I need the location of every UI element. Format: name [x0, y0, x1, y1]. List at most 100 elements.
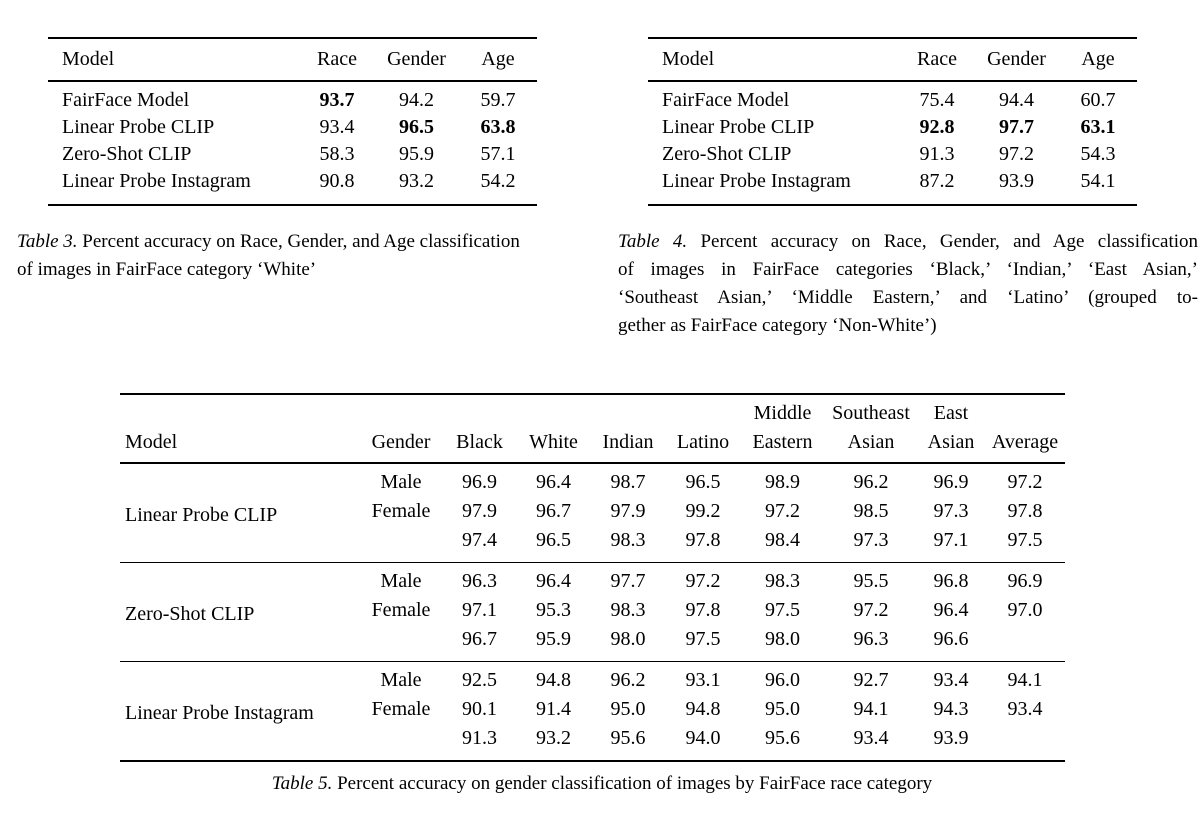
column-header-model: Model: [648, 38, 900, 82]
cell: 93.2: [399, 170, 434, 192]
column-header-model: Model: [48, 38, 300, 82]
cell: 91.3: [462, 727, 497, 749]
cell: 94.8: [536, 669, 571, 691]
table-row: Linear Probe Instagram Male 92.5 94.8 96.…: [120, 662, 1065, 724]
table-row: 97.4 96.5 98.3 97.8 98.4 97.3 97.1 97.5: [120, 526, 1065, 563]
table-row: Linear Probe CLIP Male 96.9 96.4 98.7 96.…: [120, 463, 1065, 526]
column-header-middle-eastern: Middle Eastern: [740, 394, 825, 464]
cell: 95.0: [765, 698, 800, 720]
cell: 90.1: [462, 698, 497, 720]
cell: 96.0: [765, 669, 800, 691]
caption-line: Table 3. Percent accuracy on Race, Gende…: [17, 228, 557, 256]
cell: 97.2: [853, 599, 889, 621]
cell: 94.4: [999, 89, 1034, 111]
gender-label: Male: [380, 669, 422, 691]
gender-label: [360, 526, 442, 563]
column-header-latino: Latino: [666, 394, 740, 464]
cell: 95.6: [610, 727, 646, 749]
table-row: FairFace Model 75.4 94.4 60.7: [648, 81, 1137, 114]
cell: 93.2: [536, 727, 571, 749]
cell: 60.7: [1080, 89, 1116, 111]
cell: 98.9: [765, 471, 800, 493]
table-row: Zero-Shot CLIP 91.3 97.2 54.3: [648, 141, 1137, 168]
cell: [985, 625, 1065, 662]
caption-line: Table 4. Percent accuracy on Race, Gende…: [618, 228, 1198, 256]
cell: 96.4: [536, 570, 571, 592]
table-row: Zero-Shot CLIP Male 96.3 96.4 97.7 97.2 9…: [120, 563, 1065, 625]
model-name: Linear Probe Instagram: [125, 701, 314, 724]
cell: 97.5: [685, 628, 721, 650]
cell: 95.6: [765, 727, 800, 749]
cell: 97.8: [685, 529, 721, 551]
column-header-age: Age: [459, 38, 537, 82]
cell: 54.1: [1080, 170, 1116, 192]
table-row: Linear Probe CLIP 93.4 96.5 63.8: [48, 114, 537, 141]
cell: 96.5: [399, 116, 434, 138]
table-5: Model Gender Black White Indian Latino M…: [120, 393, 1065, 762]
caption-label: Table 5.: [271, 773, 333, 794]
cell: 93.4: [853, 727, 889, 749]
cell: 96.4: [536, 471, 571, 493]
model-name: FairFace Model: [662, 89, 790, 111]
cell: 93.9: [999, 170, 1034, 192]
cell: 91.4: [536, 698, 571, 720]
cell: 92.7: [853, 669, 889, 691]
cell: 97.2: [685, 570, 721, 592]
table-row: Linear Probe Instagram 90.8 93.2 54.2: [48, 168, 537, 205]
cell: 97.4: [462, 529, 497, 551]
column-header-black: Black: [442, 394, 517, 464]
cell: 97.8: [685, 599, 721, 621]
cell: 97.2: [999, 143, 1034, 165]
column-header-east-asian: East Asian: [917, 394, 985, 464]
table-row: Linear Probe Instagram 87.2 93.9 54.1: [648, 168, 1137, 205]
table-row: 91.3 93.2 95.6 94.0 95.6 93.4 93.9: [120, 724, 1065, 761]
column-header-gender: Gender: [374, 38, 459, 82]
cell: 96.8: [933, 570, 969, 592]
cell: 98.4: [765, 529, 800, 551]
column-header-model: Model: [120, 394, 360, 464]
cell: 97.3: [853, 529, 889, 551]
model-name: FairFace Model: [62, 89, 190, 111]
cell: 90.8: [319, 170, 355, 192]
table-5-header-row: Model Gender Black White Indian Latino M…: [120, 394, 1065, 464]
cell: 91.3: [919, 143, 955, 165]
cell: 63.8: [480, 116, 516, 138]
caption-label: Table 3.: [17, 231, 78, 252]
cell: 97.9: [610, 500, 646, 522]
cell: 97.5: [765, 599, 800, 621]
cell: 93.4: [319, 116, 355, 138]
cell: 96.6: [933, 628, 969, 650]
cell: 97.2: [1007, 471, 1043, 493]
cell: 54.2: [480, 170, 516, 192]
caption-line: of images in FairFace categories ‘Black,…: [618, 259, 1198, 280]
gender-label: Male: [380, 471, 422, 493]
cell: 93.1: [685, 669, 721, 691]
cell: 97.1: [933, 529, 969, 551]
table-row: 96.7 95.9 98.0 97.5 98.0 96.3 96.6: [120, 625, 1065, 662]
cell: 93.7: [319, 89, 355, 111]
model-name: Linear Probe Instagram: [662, 170, 851, 192]
cell: 98.0: [765, 628, 800, 650]
cell: 99.2: [685, 500, 721, 522]
cell: 63.1: [1080, 116, 1116, 138]
cell: 98.3: [610, 599, 646, 621]
table-3-header-row: Model Race Gender Age: [48, 38, 537, 82]
cell: 97.8: [1007, 500, 1043, 522]
column-header-gender: Gender: [360, 394, 442, 464]
cell: 93.9: [933, 727, 969, 749]
cell: 58.3: [319, 143, 355, 165]
cell: 94.2: [399, 89, 434, 111]
group-zero-shot-clip: Zero-Shot CLIP Male 96.3 96.4 97.7 97.2 9…: [120, 562, 1065, 662]
model-name: Zero-Shot CLIP: [62, 143, 192, 165]
cell: 95.5: [853, 570, 889, 592]
column-header-race: Race: [900, 38, 974, 82]
cell: 94.1: [853, 698, 889, 720]
cell: 96.5: [536, 529, 571, 551]
caption-line: of images in FairFace category ‘White’: [17, 259, 317, 280]
cell: 97.7: [999, 116, 1034, 138]
table-5-caption: Table 5. Percent accuracy on gender clas…: [0, 770, 1204, 798]
gender-label: [360, 625, 442, 662]
gender-label: [360, 724, 442, 761]
model-name: Linear Probe CLIP: [62, 116, 215, 138]
group-linear-probe-clip: Linear Probe CLIP Male 96.9 96.4 98.7 96.…: [120, 463, 1065, 563]
